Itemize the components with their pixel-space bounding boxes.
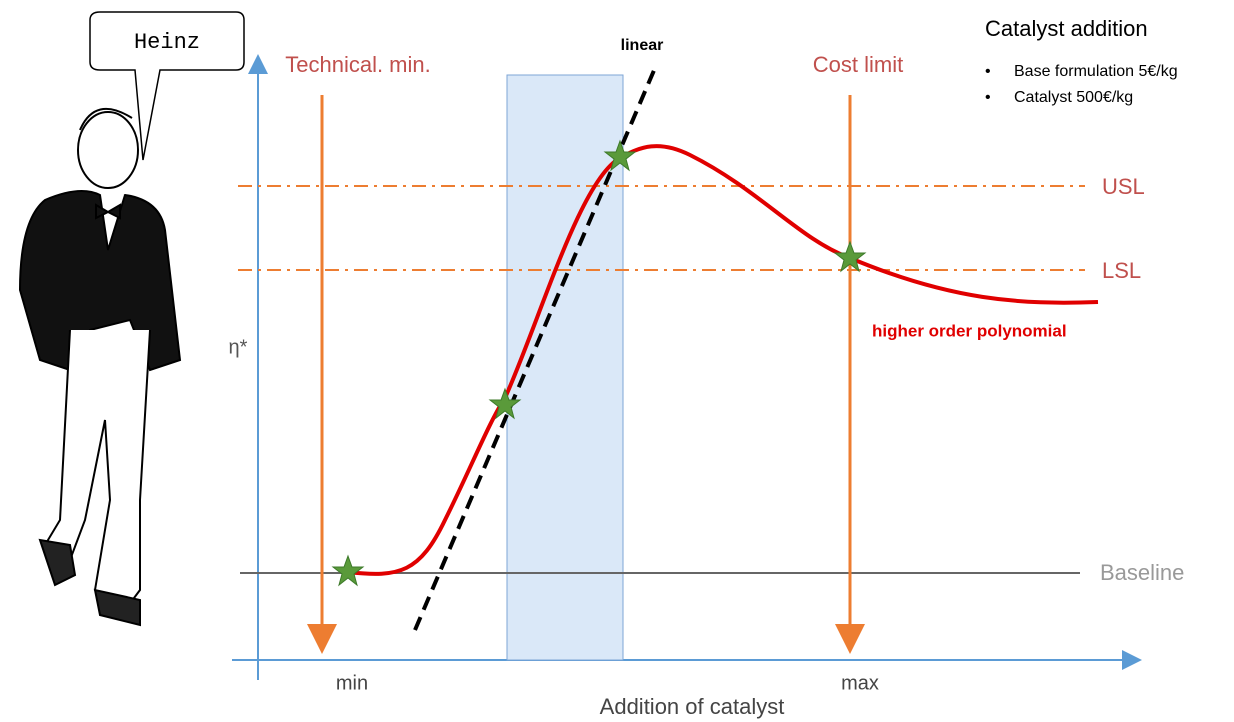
max-label: max (841, 672, 879, 694)
min-label: min (336, 672, 368, 694)
stars (331, 139, 867, 587)
baseline-label: Baseline (1100, 560, 1184, 585)
polynomial-label: higher order polynomial (872, 321, 1067, 340)
y-axis-label: η* (229, 336, 248, 358)
info-title: Catalyst addition (985, 16, 1148, 41)
lsl-label: LSL (1102, 258, 1141, 283)
info-bullet: Catalyst 500€/kg (1014, 89, 1133, 106)
linear-label: linear (621, 37, 664, 54)
technical-min-label: Technical. min. (285, 52, 431, 77)
polynomial-curve (347, 144, 1099, 576)
x-axis-label: Addition of catalyst (600, 694, 785, 719)
usl-label: USL (1102, 174, 1145, 199)
info-bullet: Base formulation 5€/kg (1014, 63, 1178, 80)
cost-limit-label: Cost limit (813, 52, 903, 77)
bullet: • (985, 63, 991, 80)
speech-text: Heinz (134, 30, 200, 55)
bullet: • (985, 89, 991, 106)
cartoon (18, 11, 245, 627)
